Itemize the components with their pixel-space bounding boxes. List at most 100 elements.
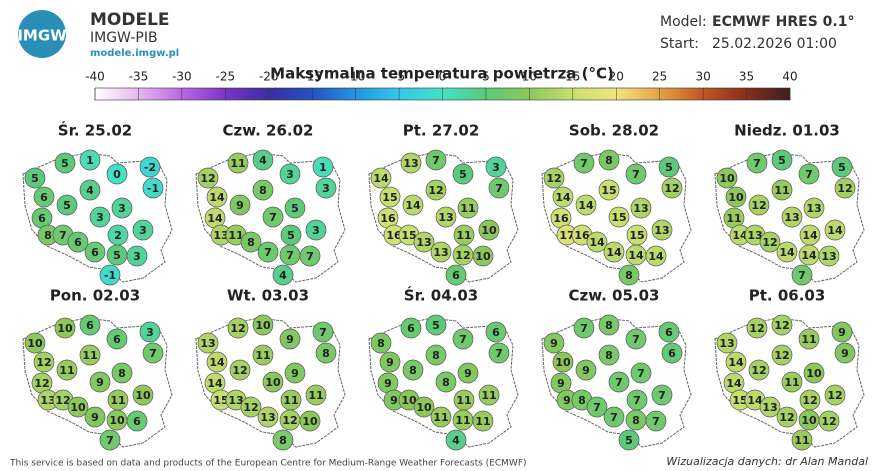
- station-value: 9: [390, 394, 398, 407]
- station-marker: [625, 163, 647, 185]
- station-value: 8: [279, 434, 287, 447]
- station-marker: [227, 317, 249, 339]
- station-value: 7: [633, 394, 641, 407]
- station-marker: [142, 177, 164, 199]
- station-marker: [746, 152, 768, 174]
- colorbar-tick-label: 40: [782, 70, 797, 84]
- station-marker: [206, 351, 228, 373]
- station-marker: [206, 186, 228, 208]
- station-value: 10: [401, 394, 417, 407]
- station-marker: [573, 152, 595, 174]
- station-marker: [488, 177, 510, 199]
- station-value: 11: [784, 376, 799, 389]
- station-value: 13: [200, 337, 215, 350]
- station-marker: [776, 406, 798, 428]
- map-title: Wt. 03.03: [227, 287, 309, 305]
- station-marker: [262, 206, 284, 228]
- station-value: 9: [563, 394, 571, 407]
- station-marker: [598, 314, 620, 336]
- station-value: 10: [801, 414, 817, 427]
- url[interactable]: modele.imgw.pl: [90, 48, 179, 59]
- station-value: 11: [82, 349, 97, 362]
- station-marker: [575, 359, 597, 381]
- station-marker: [305, 384, 327, 406]
- station-marker: [425, 179, 447, 201]
- station-value: 5: [459, 168, 467, 181]
- station-marker: [586, 396, 608, 418]
- station-marker: [79, 179, 101, 201]
- station-marker: [457, 362, 479, 384]
- station-marker: [413, 396, 435, 418]
- station-marker: [603, 406, 625, 428]
- station-value: 12: [455, 249, 470, 262]
- station-value: 8: [625, 269, 633, 282]
- station-marker: [425, 149, 447, 171]
- station-value: 10: [302, 415, 318, 428]
- station-value: 11: [59, 364, 74, 377]
- station-marker: [24, 167, 46, 189]
- station-marker: [573, 317, 595, 339]
- station-value: 7: [805, 168, 813, 181]
- station-value: 7: [459, 333, 467, 346]
- station-value: 7: [495, 347, 503, 360]
- station-value: 5: [665, 161, 673, 174]
- station-value: 10: [555, 356, 571, 369]
- station-marker: [824, 384, 846, 406]
- station-value: 10: [481, 224, 497, 237]
- station-value: 5: [291, 202, 299, 215]
- station-value: 13: [784, 211, 799, 224]
- station-marker: [435, 206, 457, 228]
- station-marker: [430, 406, 452, 428]
- station-value: 9: [286, 333, 294, 346]
- station-marker: [99, 264, 121, 286]
- station-marker: [452, 328, 474, 350]
- station-marker: [227, 152, 249, 174]
- station-marker: [402, 194, 424, 216]
- station-marker: [312, 321, 334, 343]
- station-value: 16: [574, 229, 590, 242]
- station-marker: [608, 371, 630, 393]
- station-value: 8: [432, 349, 440, 362]
- station-value: 7: [632, 333, 640, 346]
- model: ECMWF HRES 0.1°: [712, 14, 854, 30]
- station-value: 7: [269, 211, 277, 224]
- station-marker: [132, 219, 154, 241]
- station-value: 6: [452, 269, 460, 282]
- station-marker: [240, 396, 262, 418]
- station-value: 7: [615, 376, 623, 389]
- station-marker: [312, 156, 334, 178]
- map-title: Niedz. 01.03: [734, 122, 840, 140]
- station-value: 11: [801, 333, 816, 346]
- station-value: 13: [40, 394, 55, 407]
- map-title: Czw. 26.02: [222, 122, 313, 140]
- map-title: Czw. 05.03: [568, 287, 659, 305]
- station-value: 5: [432, 319, 440, 332]
- map-title: Sob. 28.02: [569, 122, 659, 140]
- station-value: 11: [230, 157, 245, 170]
- station-marker: [54, 152, 76, 174]
- station-value: 7: [149, 347, 157, 360]
- station-marker: [771, 344, 793, 366]
- station-value: 13: [719, 337, 734, 350]
- station-marker: [252, 314, 274, 336]
- station-value: 16: [380, 212, 396, 225]
- station-value: 3: [139, 224, 147, 237]
- station-value: 6: [113, 333, 121, 346]
- station-marker: [716, 167, 738, 189]
- station-value: 3: [492, 161, 500, 174]
- station-marker: [197, 167, 219, 189]
- station-value: 14: [555, 191, 571, 204]
- colorbar-tick-label: -10: [346, 70, 366, 84]
- station-marker: [543, 167, 565, 189]
- station-marker: [79, 344, 101, 366]
- station-marker: [106, 328, 128, 350]
- station-marker: [279, 163, 301, 185]
- station-marker: [781, 206, 803, 228]
- colorbar-tick-label: -20: [259, 70, 279, 84]
- station-value: 7: [632, 168, 640, 181]
- station-marker: [552, 186, 574, 208]
- station-marker: [126, 245, 148, 267]
- station-value: 14: [589, 236, 605, 249]
- station-marker: [315, 342, 337, 364]
